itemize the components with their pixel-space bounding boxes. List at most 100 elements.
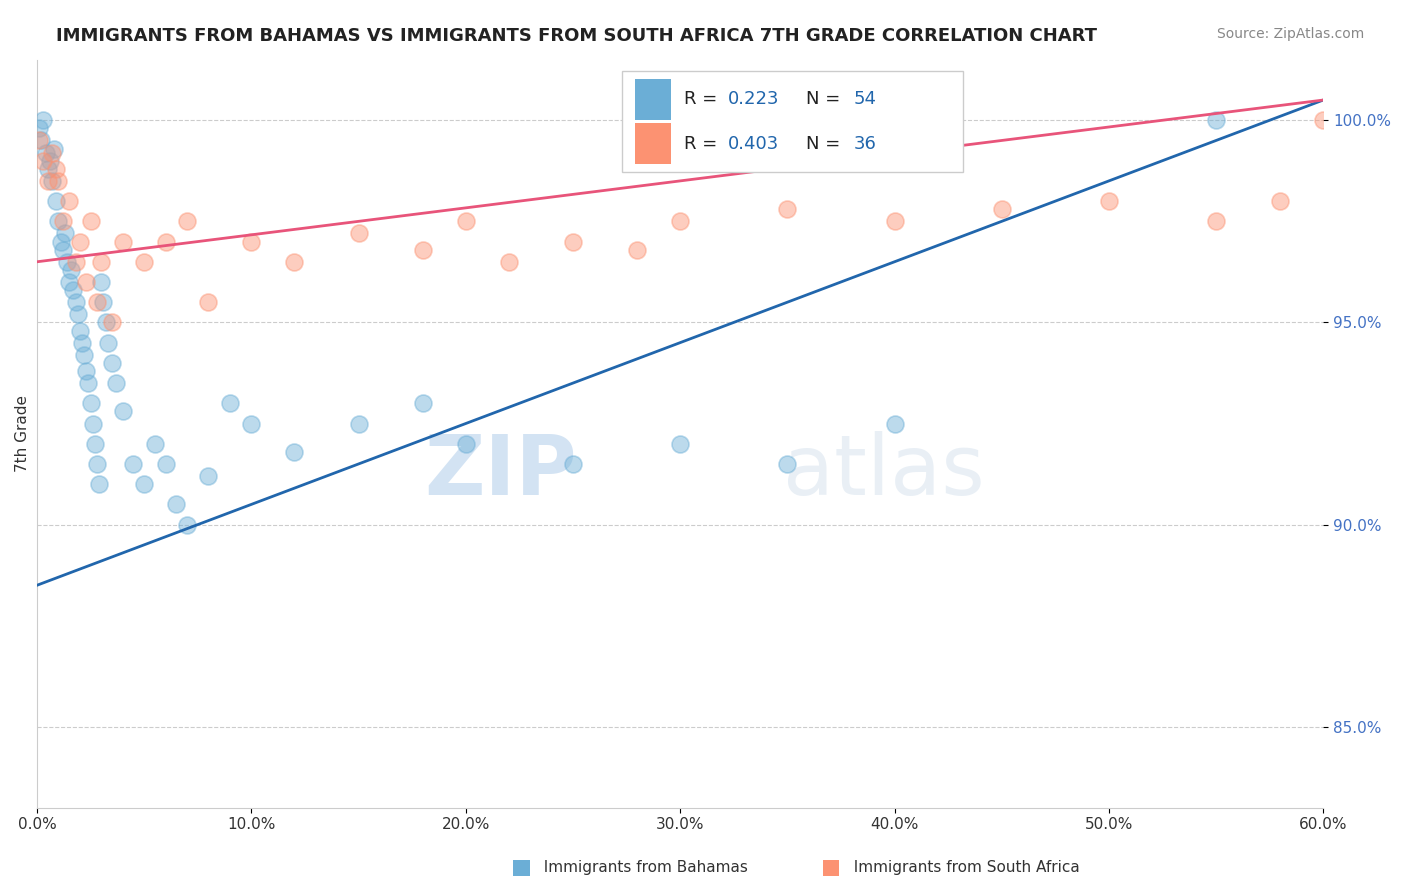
Point — [412, 396, 434, 410]
Point — [122, 457, 145, 471]
Point — [94, 315, 117, 329]
Point — [111, 235, 134, 249]
Point — [45, 194, 67, 208]
Point — [38, 153, 60, 168]
Point — [86, 457, 108, 471]
Point — [1312, 113, 1334, 128]
Text: 0.403: 0.403 — [728, 135, 779, 153]
Point — [454, 214, 477, 228]
Point — [176, 517, 198, 532]
Point — [134, 477, 156, 491]
Point — [82, 417, 104, 431]
Point — [48, 214, 70, 228]
Point — [58, 194, 80, 208]
Text: ZIP: ZIP — [425, 431, 578, 511]
Point — [28, 133, 51, 147]
Point — [97, 335, 120, 350]
Point — [143, 436, 166, 450]
Point — [75, 275, 97, 289]
Point — [669, 436, 692, 450]
Point — [90, 275, 112, 289]
Point — [79, 396, 101, 410]
Point — [197, 295, 219, 310]
Point — [219, 396, 242, 410]
Text: N =: N = — [806, 90, 846, 108]
Point — [52, 243, 75, 257]
Point — [412, 243, 434, 257]
Point — [134, 254, 156, 268]
Point — [283, 254, 305, 268]
Point — [176, 214, 198, 228]
FancyBboxPatch shape — [636, 78, 671, 120]
Point — [65, 295, 87, 310]
Point — [347, 227, 370, 241]
Point — [101, 356, 124, 370]
Point — [42, 142, 65, 156]
Point — [41, 174, 63, 188]
Point — [111, 404, 134, 418]
Point — [53, 227, 76, 241]
Point — [90, 254, 112, 268]
Text: 36: 36 — [853, 135, 877, 153]
Text: Immigrants from Bahamas: Immigrants from Bahamas — [534, 860, 748, 874]
Text: IMMIGRANTS FROM BAHAMAS VS IMMIGRANTS FROM SOUTH AFRICA 7TH GRADE CORRELATION CH: IMMIGRANTS FROM BAHAMAS VS IMMIGRANTS FR… — [56, 27, 1097, 45]
Point — [58, 275, 80, 289]
Text: Source: ZipAtlas.com: Source: ZipAtlas.com — [1216, 27, 1364, 41]
Point — [155, 457, 177, 471]
Point — [52, 214, 75, 228]
Text: 0.223: 0.223 — [728, 90, 779, 108]
Point — [498, 254, 520, 268]
Point — [776, 457, 799, 471]
Point — [79, 214, 101, 228]
Point — [49, 235, 72, 249]
Point — [56, 254, 79, 268]
Point — [240, 235, 263, 249]
Point — [62, 283, 84, 297]
FancyBboxPatch shape — [636, 123, 671, 164]
Point — [41, 145, 63, 160]
Point — [83, 436, 105, 450]
Point — [77, 376, 100, 390]
Text: atlas: atlas — [783, 431, 984, 511]
Point — [73, 348, 96, 362]
Point — [30, 133, 52, 147]
Point — [561, 457, 583, 471]
Text: Immigrants from South Africa: Immigrants from South Africa — [844, 860, 1080, 874]
Point — [28, 121, 51, 136]
Point — [626, 243, 648, 257]
Text: 54: 54 — [853, 90, 877, 108]
Point — [45, 161, 67, 176]
Point — [87, 477, 110, 491]
Point — [883, 214, 905, 228]
Point — [101, 315, 124, 329]
Point — [69, 235, 91, 249]
Point — [32, 113, 55, 128]
Point — [37, 174, 59, 188]
Text: R =: R = — [683, 90, 723, 108]
Point — [990, 202, 1012, 217]
Point — [776, 202, 799, 217]
Point — [70, 335, 93, 350]
Point — [32, 153, 55, 168]
Point — [86, 295, 108, 310]
Point — [454, 436, 477, 450]
Text: R =: R = — [683, 135, 723, 153]
Point — [60, 263, 83, 277]
Point — [75, 364, 97, 378]
Point — [1270, 194, 1292, 208]
Point — [669, 214, 692, 228]
Text: N =: N = — [806, 135, 846, 153]
Point — [197, 469, 219, 483]
Point — [93, 295, 115, 310]
Point — [66, 307, 89, 321]
Point — [65, 254, 87, 268]
Point — [883, 417, 905, 431]
FancyBboxPatch shape — [623, 70, 963, 172]
Point — [1205, 113, 1227, 128]
Point — [69, 324, 91, 338]
Point — [34, 145, 56, 160]
Point — [347, 417, 370, 431]
Point — [165, 497, 187, 511]
Point — [48, 174, 70, 188]
Point — [105, 376, 128, 390]
